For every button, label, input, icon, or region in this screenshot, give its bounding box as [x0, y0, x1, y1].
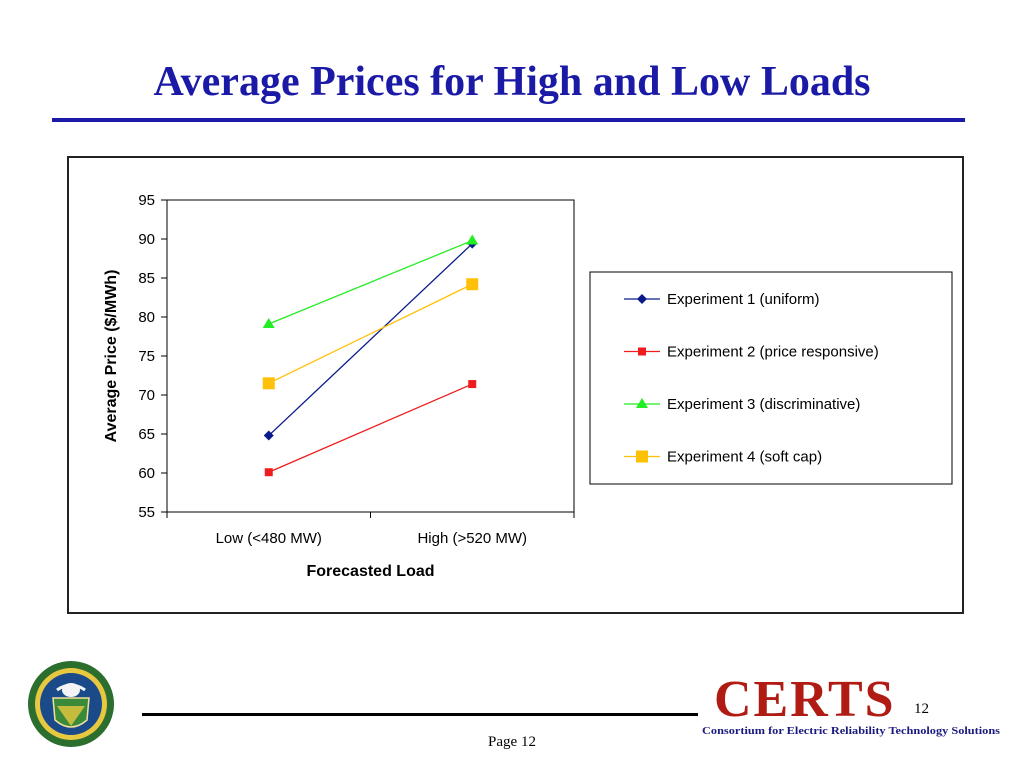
y-tick-label: 90: [138, 231, 155, 248]
series-line-4: [268, 283, 473, 384]
legend-marker: [638, 347, 646, 356]
legend-entry: Experiment 4 (soft cap): [667, 449, 822, 466]
data-point: [466, 278, 479, 291]
page-label: Page 12: [488, 734, 536, 750]
series-line-3: [268, 239, 473, 325]
data-point: [468, 380, 477, 389]
y-tick-label: 80: [138, 309, 155, 326]
x-tick-label: High (>520 MW): [417, 530, 527, 547]
y-tick-label: 95: [138, 192, 155, 209]
data-point: [262, 377, 275, 390]
x-axis-title: Forecasted Load: [306, 563, 434, 580]
y-tick-label: 70: [138, 387, 155, 404]
certs-wordmark: CERTS: [714, 671, 896, 728]
y-tick-label: 85: [138, 270, 155, 287]
y-axis-title: Average Price ($/MWh): [103, 270, 120, 443]
chart-frame: 55 60 65 70 75 80 85 90 95 Low (<480 MW) High (>52…: [67, 156, 964, 614]
legend-marker: [636, 450, 648, 463]
y-tick-label: 55: [138, 504, 155, 521]
certs-subtitle: Consortium for Electric Reliability Tech…: [702, 726, 1000, 737]
legend-box: [589, 271, 953, 485]
footer-divider: [142, 713, 698, 716]
slide-number: 12: [914, 701, 929, 717]
department-of-energy-seal-icon: [28, 661, 114, 747]
series-line-1: [268, 243, 473, 437]
line-chart: 55 60 65 70 75 80 85 90 95 Low (<480 MW) High (>52…: [103, 192, 953, 580]
y-tick-label: 75: [138, 348, 155, 365]
legend-marker: [636, 398, 648, 408]
slide-title: Average Prices for High and Low Loads: [153, 59, 871, 105]
legend-entry: Experiment 2 (price responsive): [667, 344, 879, 361]
certs-logo: CERTS Consortium for Electric Reliabilit…: [702, 671, 1000, 737]
title-divider: [52, 118, 965, 122]
plot-area: [166, 199, 575, 513]
data-point: [262, 318, 275, 329]
series-line-2: [268, 383, 473, 473]
legend-marker: [637, 294, 647, 304]
x-tick-label: Low (<480 MW): [216, 530, 322, 547]
data-point: [263, 430, 274, 441]
data-point: [264, 468, 273, 477]
y-tick-label: 60: [138, 465, 155, 482]
legend-entry: Experiment 1 (uniform): [667, 291, 820, 308]
y-tick-label: 65: [138, 426, 155, 443]
legend-entry: Experiment 3 (discriminative): [667, 396, 860, 413]
data-point: [466, 234, 479, 245]
